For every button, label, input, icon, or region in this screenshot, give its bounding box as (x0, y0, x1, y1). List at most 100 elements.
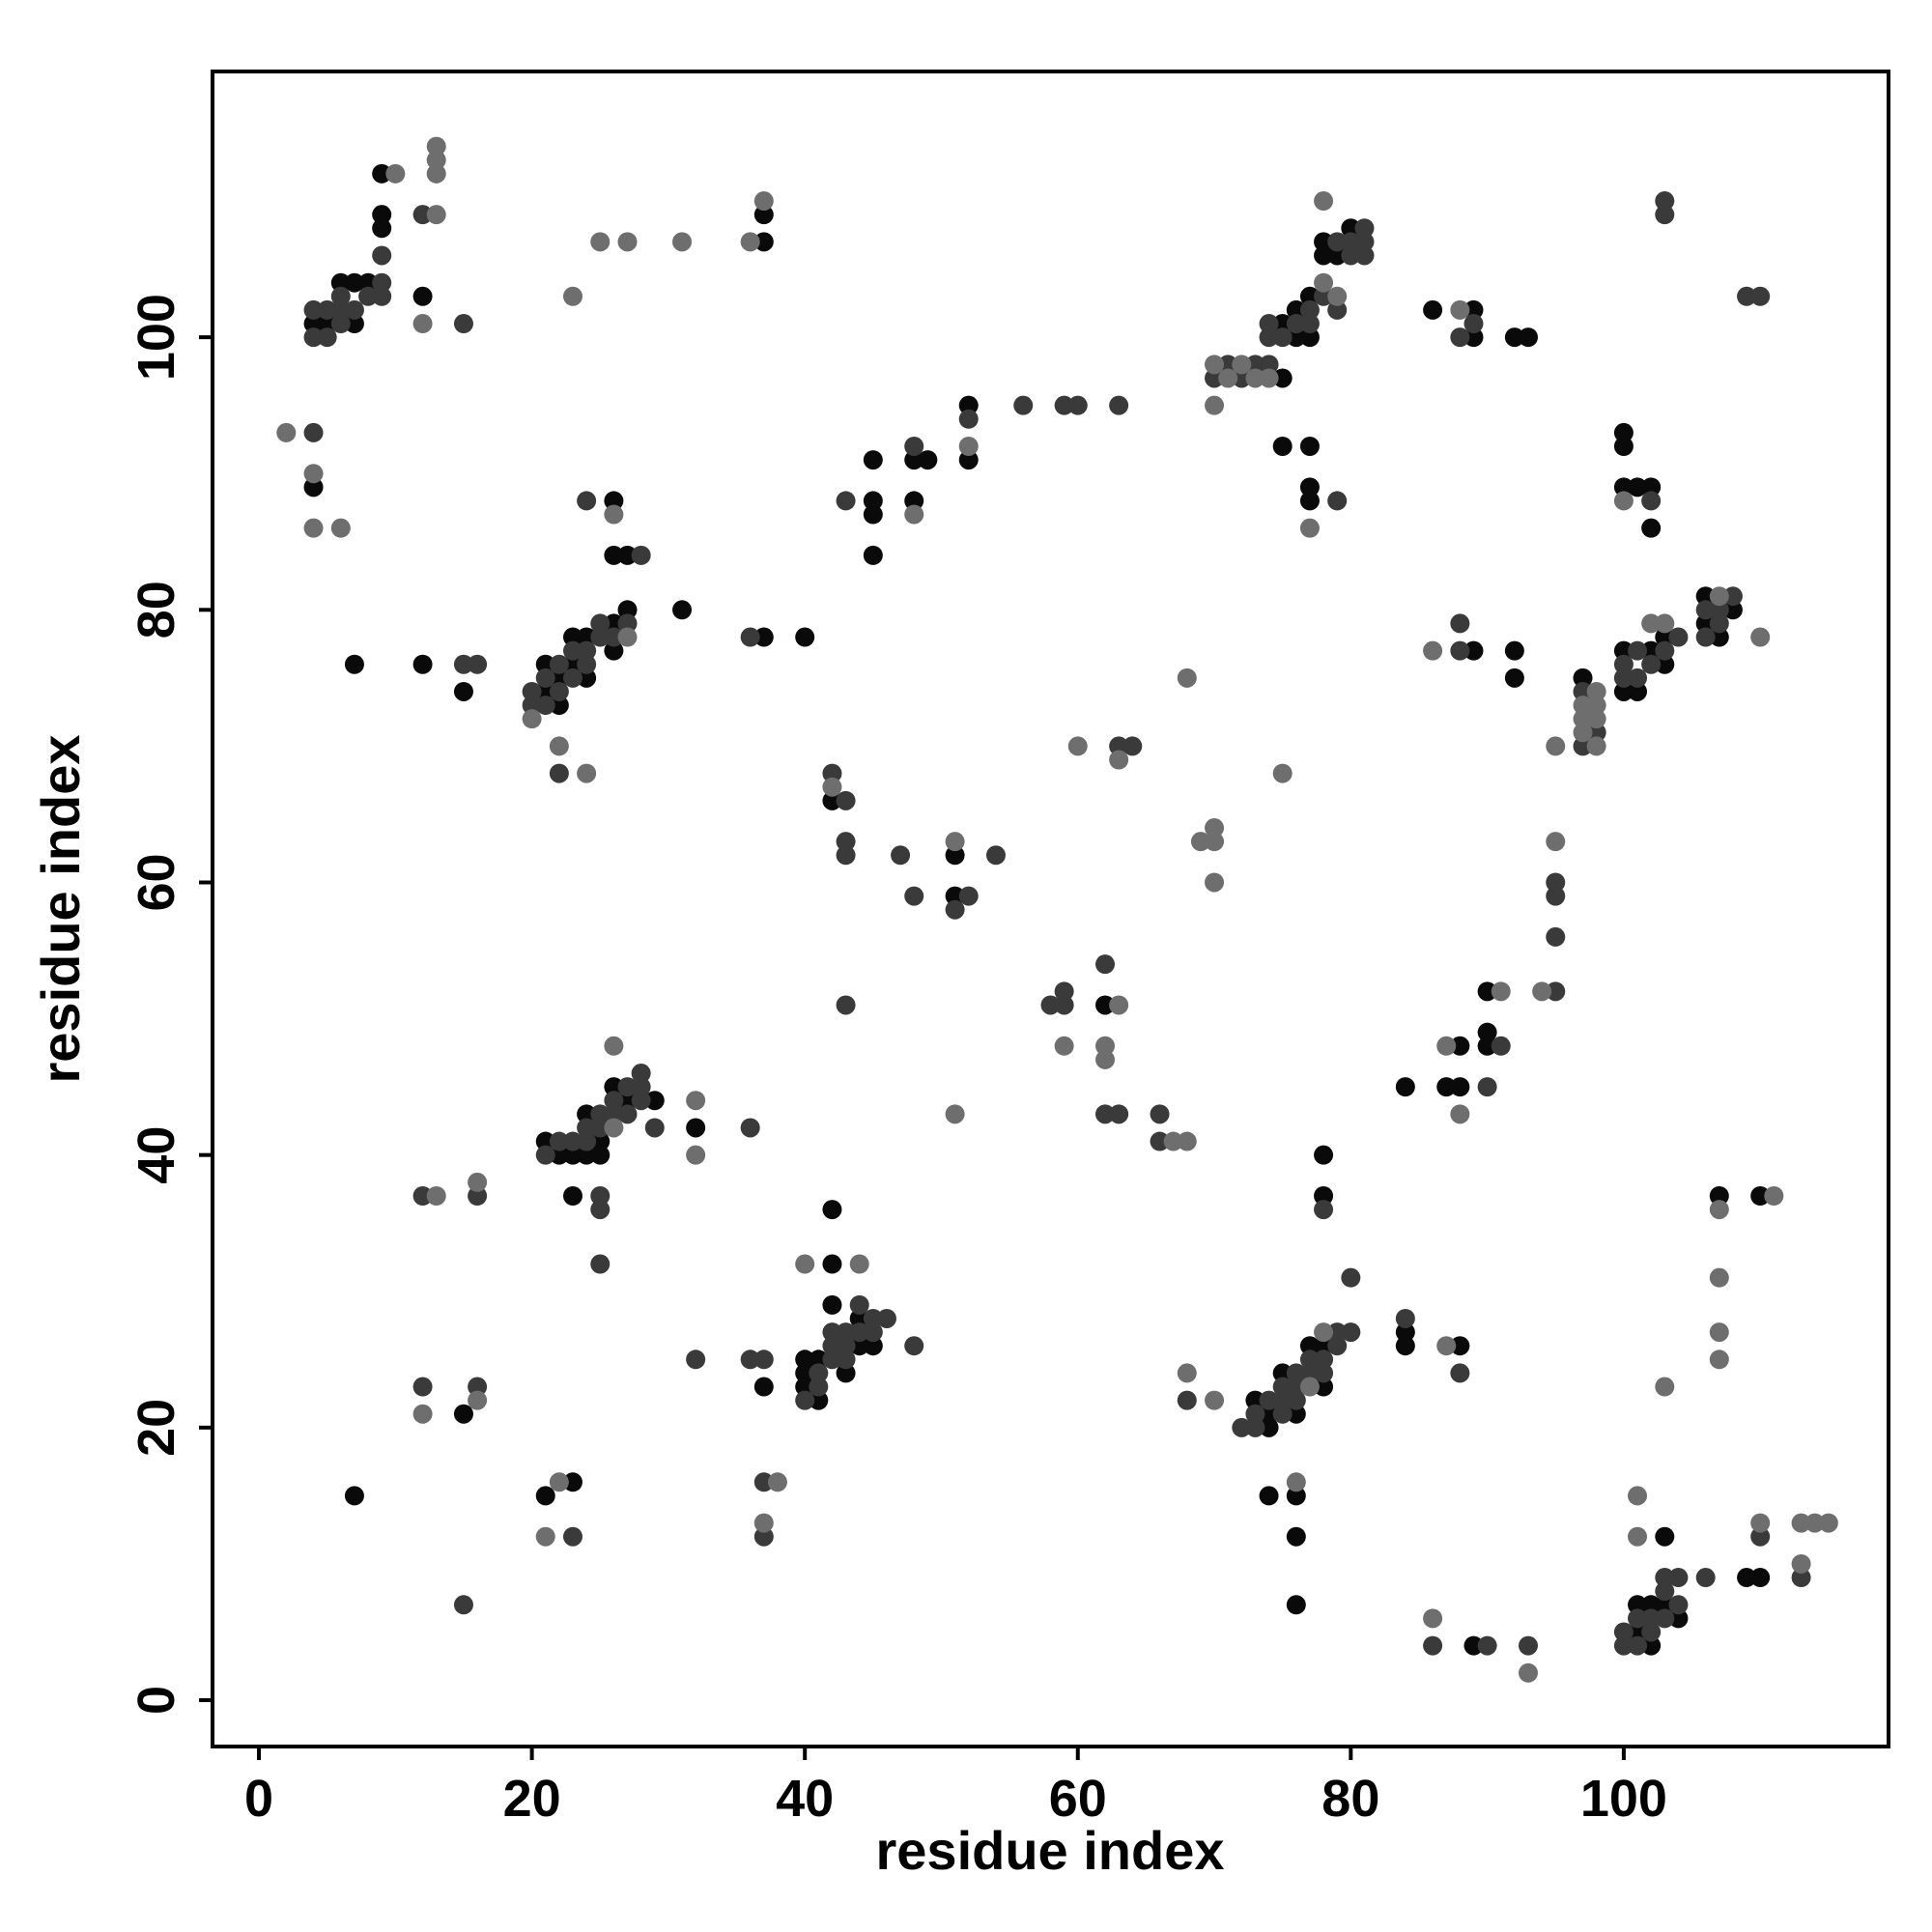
point (1613, 1635, 1634, 1656)
point (412, 1185, 433, 1206)
x-tick-label: 80 (1321, 1770, 1379, 1828)
point (863, 1308, 883, 1328)
point (1450, 299, 1470, 320)
point (562, 640, 582, 661)
point (412, 205, 433, 225)
point (1177, 668, 1197, 688)
point (372, 245, 392, 266)
point (1628, 1635, 1648, 1656)
point (1737, 1568, 1757, 1588)
point (836, 832, 856, 852)
point (617, 1077, 638, 1097)
y-tick-label: 40 (128, 1126, 185, 1184)
point (1655, 191, 1675, 212)
point (1491, 1036, 1511, 1056)
point (1314, 1322, 1334, 1343)
point (863, 545, 883, 565)
point (535, 696, 555, 716)
point (1286, 1363, 1306, 1383)
point (1327, 299, 1348, 320)
point (372, 286, 392, 306)
point (1546, 872, 1566, 893)
point (577, 1118, 597, 1138)
point (1109, 395, 1129, 415)
point (795, 1390, 815, 1410)
point (468, 1377, 488, 1397)
point (549, 681, 569, 701)
point (522, 696, 542, 716)
point (412, 1404, 433, 1424)
point (753, 232, 774, 252)
point (631, 1077, 651, 1097)
point (535, 654, 555, 674)
point (1546, 832, 1566, 852)
point (1177, 1363, 1197, 1383)
point (1628, 668, 1648, 688)
point (604, 491, 624, 511)
point (1450, 640, 1470, 661)
point (849, 1254, 869, 1274)
point (822, 1336, 842, 1356)
point (617, 627, 638, 647)
point (1245, 355, 1265, 375)
point (1709, 586, 1729, 607)
point (453, 1404, 473, 1424)
point (1109, 736, 1129, 756)
point (1272, 314, 1293, 334)
point (1750, 1185, 1771, 1206)
x-tick-label: 0 (244, 1770, 273, 1828)
point (1641, 477, 1662, 497)
point (317, 299, 337, 320)
point (958, 395, 979, 415)
point (1436, 1077, 1457, 1097)
point (1573, 709, 1593, 729)
point (1573, 696, 1593, 716)
point (1586, 736, 1606, 756)
point (1314, 1200, 1334, 1220)
point (549, 1131, 569, 1151)
point (918, 450, 938, 470)
point (1586, 696, 1606, 716)
point (1299, 1363, 1320, 1383)
point (1641, 518, 1662, 538)
point (1613, 1622, 1634, 1642)
point (1791, 1513, 1811, 1533)
point (876, 1308, 896, 1328)
point (330, 299, 351, 320)
point (1519, 1662, 1539, 1683)
x-tick-label: 20 (503, 1770, 561, 1828)
point (317, 314, 337, 334)
point (1259, 355, 1279, 375)
point (1314, 1350, 1334, 1370)
point (849, 1294, 869, 1315)
point (590, 1254, 611, 1274)
point (849, 1336, 869, 1356)
point (1695, 600, 1716, 620)
point (577, 763, 597, 783)
point (1395, 1322, 1415, 1343)
point (549, 696, 569, 716)
point (1546, 886, 1566, 906)
point (740, 232, 760, 252)
point (1327, 491, 1348, 511)
point (1613, 668, 1634, 688)
point (644, 1091, 665, 1111)
y-tick-label: 60 (128, 853, 185, 911)
point (1477, 981, 1497, 1002)
point (1586, 681, 1606, 701)
point (1709, 1200, 1729, 1220)
point (303, 299, 324, 320)
point (1641, 1622, 1662, 1642)
point (1641, 613, 1662, 634)
point (1450, 1336, 1470, 1356)
point (1709, 627, 1729, 647)
point (344, 314, 364, 334)
point (1040, 995, 1061, 1015)
point (1286, 1486, 1306, 1506)
point (1314, 245, 1334, 266)
point (372, 205, 392, 225)
point (617, 600, 638, 620)
point (1450, 613, 1470, 634)
point (1272, 1404, 1293, 1424)
point (535, 681, 555, 701)
